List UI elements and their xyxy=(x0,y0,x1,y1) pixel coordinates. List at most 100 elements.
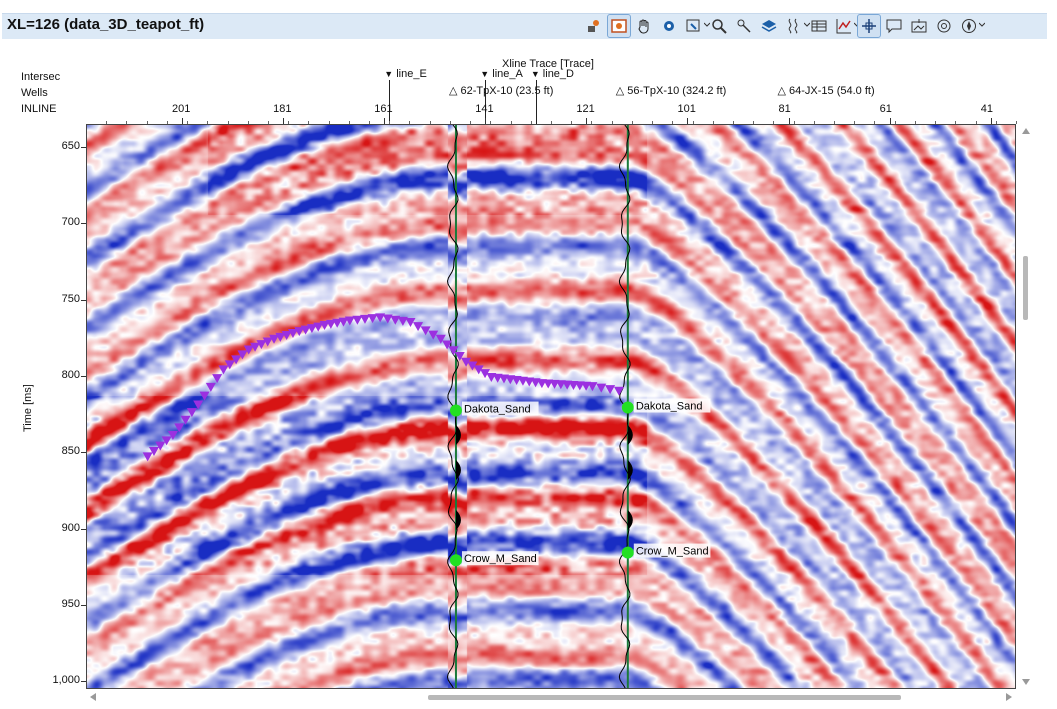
x-minor-tick xyxy=(975,121,977,124)
well-name: 64-JX-15 (54.0 ft) xyxy=(789,85,875,97)
horizon-pick-marker xyxy=(212,374,223,384)
well-name: 62-TpX-10 (23.5 ft) xyxy=(460,85,554,97)
well-top-label: Crow_M_Sand xyxy=(636,546,709,558)
x-minor-tick xyxy=(369,121,371,124)
x-minor-tick xyxy=(571,121,573,124)
well-header-label[interactable]: △ 56-TpX-10 (324.2 ft) xyxy=(616,84,727,97)
x-minor-tick xyxy=(247,121,249,124)
settings-gear-icon[interactable] xyxy=(658,15,680,37)
y-tick xyxy=(81,681,86,683)
horizon-pick-marker xyxy=(275,332,286,342)
horizon-pick-marker xyxy=(205,382,216,392)
pan-hand-icon[interactable] xyxy=(633,15,655,37)
wiggle-icon[interactable] xyxy=(783,15,810,37)
horizon-pick-marker xyxy=(344,316,355,326)
vertical-scrollbar[interactable] xyxy=(1018,124,1034,689)
y-tick xyxy=(81,605,86,606)
vertical-scroll-thumb xyxy=(1023,256,1028,320)
well-header-label[interactable]: △ 64-JX-15 (54.0 ft) xyxy=(778,84,875,97)
horizon-pick-marker xyxy=(148,447,159,457)
comment-icon[interactable] xyxy=(883,15,905,37)
x-tick xyxy=(990,118,992,124)
horizon-pick-marker xyxy=(155,441,166,451)
horizon-pick-marker xyxy=(174,423,185,433)
x-minor-tick xyxy=(672,121,674,124)
y-tick-label: 950 xyxy=(61,598,80,610)
horizon-pick-marker xyxy=(231,355,242,365)
chart-icon[interactable] xyxy=(833,15,860,37)
horizon-pick-marker xyxy=(313,322,324,332)
y-tick xyxy=(81,375,86,377)
zoom-box-icon[interactable] xyxy=(683,15,710,37)
intersection-label-line-a[interactable]: ▼ line_A xyxy=(480,68,523,80)
x-minor-tick xyxy=(834,121,836,124)
pick-icon[interactable] xyxy=(733,15,755,37)
x-minor-tick xyxy=(308,121,310,124)
x-minor-tick xyxy=(328,121,330,124)
y-tick-label: 900 xyxy=(61,521,80,534)
seismic-overlay: Dakota_Sand Crow_M_Sand Dakota_Sand Crow_M_… xyxy=(142,125,711,688)
y-tick-label: 750 xyxy=(61,292,80,305)
horizon-pick-marker xyxy=(435,334,446,344)
well-top-marker xyxy=(621,401,634,414)
intersection-label-line-e[interactable]: ▼ line_E xyxy=(384,68,427,80)
x-minor-tick xyxy=(813,121,815,124)
x-minor-tick xyxy=(551,121,552,124)
well-header-label[interactable]: △ 62-TpX-10 (23.5 ft) xyxy=(449,84,553,97)
x-minor-tick xyxy=(490,121,492,124)
horizon-pick-marker xyxy=(300,325,311,335)
crosshair-icon[interactable] xyxy=(857,14,881,38)
x-minor-tick xyxy=(449,121,451,124)
x-minor-tick xyxy=(106,121,108,124)
x-minor-tick xyxy=(166,121,168,124)
well-marker-icon: △ xyxy=(448,85,461,97)
intersection-label-line-d[interactable]: ▼ line_D xyxy=(531,68,574,80)
x-minor-tick xyxy=(146,121,148,124)
well-log-fill xyxy=(627,510,633,530)
horizon-pick-marker xyxy=(287,329,298,339)
layers-icon[interactable] xyxy=(758,15,780,37)
x-minor-tick xyxy=(793,121,795,124)
well-top-label: Crow_M_Sand xyxy=(464,553,537,565)
intersection-line xyxy=(485,80,487,124)
horizon-pick-marker xyxy=(269,334,280,344)
horizon-pick-marker xyxy=(186,408,197,418)
x-tick-label: 41 xyxy=(980,103,993,115)
horizon-pick-marker xyxy=(461,357,472,367)
xline-trace-label: Xline Trace [Trace] xyxy=(502,58,594,70)
x-tick xyxy=(384,118,386,124)
seismic-section[interactable]: Dakota_Sand Crow_M_Sand Dakota_Sand Crow_M_… xyxy=(86,124,1016,689)
horizon-pick-marker xyxy=(243,345,254,355)
horizon-pick-marker xyxy=(281,330,292,340)
well-log-fill xyxy=(627,425,633,445)
well-top-label-bg xyxy=(633,543,711,558)
well-top-marker xyxy=(449,404,462,417)
horizontal-scrollbar[interactable] xyxy=(86,690,1016,704)
x-minor-tick xyxy=(732,121,734,124)
intersection-name: line_A xyxy=(489,68,523,80)
x-minor-tick xyxy=(510,121,512,124)
horizon-pick-marker xyxy=(420,326,431,336)
horizon-pick-marker xyxy=(467,361,478,371)
x-minor-tick xyxy=(591,121,593,124)
x-minor-tick xyxy=(126,121,128,124)
wells-icon[interactable] xyxy=(583,15,605,37)
display-icon[interactable] xyxy=(607,14,631,38)
horizon-pick-marker xyxy=(480,369,491,379)
seismic-image[interactable] xyxy=(87,125,1015,688)
horizon-pick-marker xyxy=(193,400,204,410)
x-tick xyxy=(889,118,891,124)
table-icon[interactable] xyxy=(808,15,830,37)
x-tick-label: 61 xyxy=(879,103,892,115)
export-image-icon[interactable] xyxy=(908,15,930,37)
view-titlebar: XL=126 (data_3D_teapot_ft) xyxy=(0,0,1057,39)
snapshot-icon[interactable] xyxy=(933,15,955,37)
intersection-marker-icon: ▼ xyxy=(530,69,540,79)
zoom-icon[interactable] xyxy=(708,15,730,37)
x-minor-tick xyxy=(409,121,411,124)
x-tick-label: 201 xyxy=(172,103,191,115)
x-minor-tick xyxy=(894,121,896,124)
x-minor-tick xyxy=(1016,121,1017,124)
compass-icon[interactable] xyxy=(958,15,985,37)
horizon-pick-marker xyxy=(325,319,336,329)
